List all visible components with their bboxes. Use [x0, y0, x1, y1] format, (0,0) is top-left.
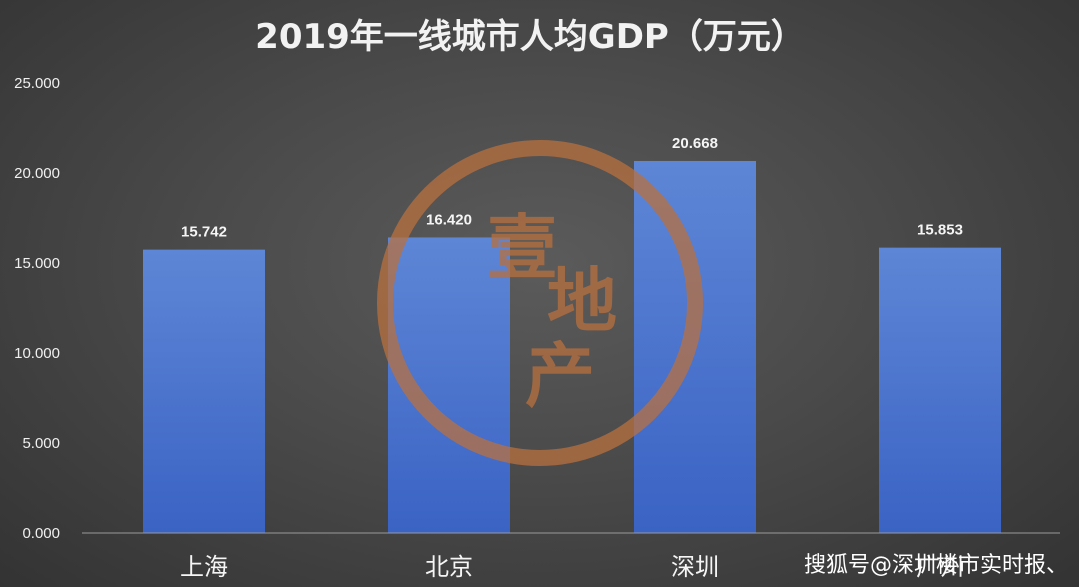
watermark-char-2: 地 — [547, 259, 617, 342]
y-tick-label: 0.000 — [22, 525, 60, 542]
data-labels: 15.742 16.420 20.668 15.853 — [181, 135, 963, 241]
data-label: 15.853 — [917, 222, 963, 239]
data-label: 16.420 — [426, 211, 472, 228]
watermark-ring — [377, 140, 703, 466]
y-tick-label: 15.000 — [14, 255, 60, 272]
source-credit: 搜狐号@深圳楼市实时报、 — [804, 553, 1068, 578]
watermark-char-1: 壹 — [487, 206, 557, 289]
watermark-char-3: 产 — [525, 334, 595, 417]
y-axis: 0.000 5.000 10.000 15.000 20.000 25.000 — [14, 75, 60, 542]
data-label: 15.742 — [181, 224, 227, 241]
x-category-label: 上海 — [180, 553, 228, 581]
chart-title: 2019年一线城市人均GDP（万元） — [255, 17, 805, 57]
x-axis-labels: 上海 北京 深圳 广州 — [180, 553, 964, 581]
bar-0 — [143, 249, 265, 534]
y-tick-label: 20.000 — [14, 165, 60, 182]
x-category-label: 北京 — [425, 553, 473, 581]
bar-3 — [879, 247, 1001, 533]
y-tick-label: 10.000 — [14, 345, 60, 362]
bar-series — [143, 160, 1001, 534]
data-label: 20.668 — [672, 135, 718, 152]
y-tick-label: 25.000 — [14, 75, 60, 92]
x-category-label: 深圳 — [671, 553, 719, 581]
x-category-label: 广州 — [916, 553, 964, 581]
y-tick-label: 5.000 — [22, 435, 60, 452]
watermark: 壹 地 产 — [377, 140, 703, 466]
